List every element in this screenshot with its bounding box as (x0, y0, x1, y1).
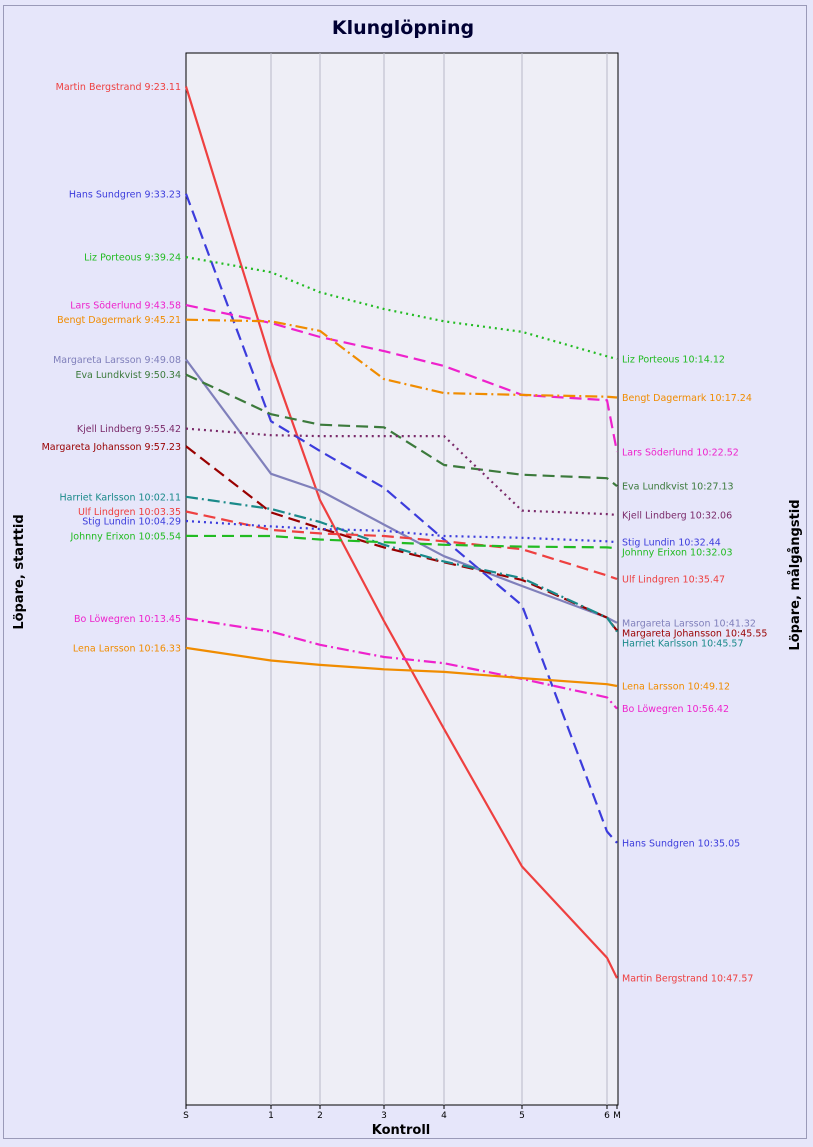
x-tick-label: 4 (441, 1111, 447, 1121)
outer-frame (3, 5, 807, 1139)
start-label-bo-lowegren: Bo Löwegren 10:13.45 (74, 614, 181, 625)
series-line-bengt-dagermark (185, 318, 618, 399)
series-line-bo-lowegren (185, 617, 618, 710)
start-label-lars-soderlund: Lars Söderlund 9:43.58 (70, 301, 181, 312)
start-label-ulf-lindgren: Ulf Lindgren 10:03.35 (78, 507, 181, 518)
start-label-johnny-erixon: Johnny Erixon 10:05.54 (69, 531, 181, 542)
start-label-martin-bergstrand: Martin Bergstrand 9:23.11 (56, 82, 181, 93)
x-tick-label: 1 (268, 1111, 274, 1121)
end-label-bo-lowegren: Bo Löwegren 10:56.42 (622, 704, 729, 715)
end-label-kjell-lindberg: Kjell Lindberg 10:32.06 (622, 511, 732, 522)
end-label-stig-lundin: Stig Lundin 10:32.44 (622, 538, 721, 549)
y-axis-title-left: Löpare, starttid (12, 514, 27, 629)
chart-title: Klunglöpning (332, 17, 474, 39)
end-label-margareta-johansson: Margareta Johansson 10:45.55 (622, 628, 767, 639)
series-line-harriet-karlsson (185, 495, 618, 633)
start-label-harriet-karlsson: Harriet Karlsson 10:02.11 (59, 492, 181, 503)
start-labels: Martin Bergstrand 9:23.11 Hans Sundgren 9… (42, 82, 181, 654)
start-label-margareta-johansson: Margareta Johansson 9:57.23 (42, 442, 181, 453)
series-line-hans-sundgren (184, 193, 618, 844)
series-line-margareta-larsson (185, 358, 618, 624)
start-label-kjell-lindberg: Kjell Lindberg 9:55.42 (77, 424, 181, 435)
x-tick-label: M (613, 1111, 621, 1121)
end-label-harriet-karlsson: Harriet Karlsson 10:45.57 (622, 638, 744, 649)
end-label-ulf-lindgren: Ulf Lindgren 10:35.47 (622, 575, 725, 586)
end-label-lars-soderlund: Lars Söderlund 10:22.52 (622, 447, 739, 458)
series-line-ulf-lindgren (185, 510, 618, 581)
x-tick-label: 5 (519, 1111, 525, 1121)
end-label-johnny-erixon: Johnny Erixon 10:32.03 (621, 548, 733, 559)
series-line-kjell-lindberg (185, 427, 618, 517)
start-label-bengt-dagermark: Bengt Dagermark 9:45.21 (57, 315, 181, 326)
x-tick-label: S (183, 1111, 189, 1121)
end-label-bengt-dagermark: Bengt Dagermark 10:17.24 (622, 393, 752, 404)
series-line-lena-larsson (185, 646, 618, 688)
series-line-margareta-johansson (185, 445, 618, 632)
start-label-eva-lundkvist: Eva Lundkvist 9:50.34 (75, 370, 181, 381)
end-label-eva-lundkvist: Eva Lundkvist 10:27.13 (622, 482, 734, 493)
plot-area (185, 52, 619, 1106)
start-label-hans-sundgren: Hans Sundgren 9:33.23 (69, 189, 181, 200)
end-label-lena-larsson: Lena Larsson 10:49.12 (622, 682, 730, 693)
series-line-stig-lundin (185, 519, 618, 544)
series-line-eva-lundkvist (185, 373, 618, 487)
series-line-lars-soderlund (185, 304, 619, 453)
end-label-liz-porteous: Liz Porteous 10:14.12 (622, 355, 725, 366)
start-label-stig-lundin: Stig Lundin 10:04.29 (82, 517, 181, 528)
x-tick-label: 6 (604, 1111, 610, 1121)
end-label-hans-sundgren: Hans Sundgren 10:35.05 (622, 838, 740, 849)
x-axis-title: Kontroll (372, 1123, 431, 1138)
x-tick-label: 2 (317, 1111, 323, 1121)
series-line-johnny-erixon (185, 534, 618, 550)
end-label-martin-bergstrand: Martin Bergstrand 10:47.57 (622, 974, 753, 985)
start-label-lena-larsson: Lena Larsson 10:16.33 (73, 643, 181, 654)
x-tick-label: 3 (381, 1111, 387, 1121)
start-label-liz-porteous: Liz Porteous 9:39.24 (84, 253, 181, 264)
end-labels: Martin Bergstrand 10:47.57 Hans Sundgren … (621, 355, 767, 985)
end-label-margareta-larsson: Margareta Larsson 10:41.32 (622, 618, 756, 629)
series-line-martin-bergstrand (184, 86, 618, 979)
start-label-margareta-larsson: Margareta Larsson 9:49.08 (53, 355, 181, 366)
series-lines (184, 86, 619, 979)
y-axis-title-right: Löpare, målgångstid (788, 499, 803, 650)
